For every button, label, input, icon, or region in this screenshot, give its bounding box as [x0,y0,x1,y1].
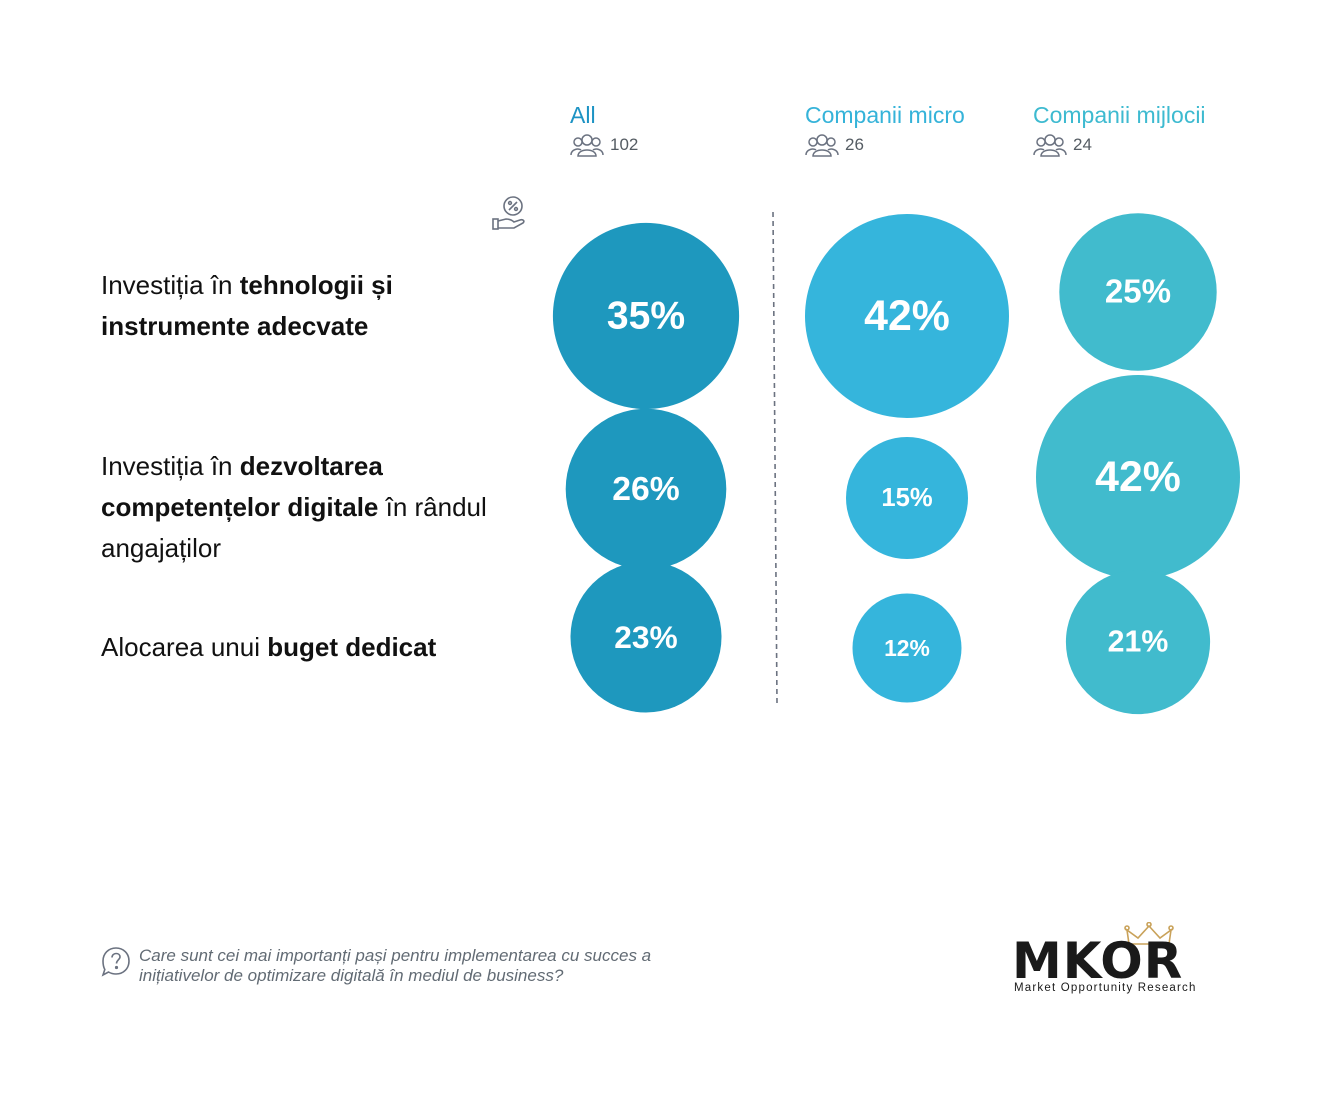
question-bubble-icon [101,947,130,977]
label-part: Investiția în [101,270,240,300]
bubble-all-row2 [565,408,727,570]
bubble-micro-row3 [852,593,962,703]
bubble-chart: 35% 26% 23% 42% 15% 12% 25% 42% 21% [552,211,1240,715]
label-part: Investiția în [101,451,240,481]
bubble-mijlocii-row3 [1065,569,1211,715]
column-count: 26 [805,132,965,158]
mkor-logo: MKOR Market Opportunity Research [1012,922,1212,1002]
label-bold-part: buget dedicat [267,632,437,662]
column-count: 102 [570,132,638,158]
group-divider [772,211,778,704]
column-title: All [570,102,596,128]
percent-hand-icon [492,196,525,230]
logo-tagline: Market Opportunity Research [1014,982,1197,994]
bubble-value-label: 42% [864,292,950,340]
bubble-value-label: 23% [614,619,677,655]
people-icon [570,134,604,157]
column-title: Companii mijlocii [1033,102,1206,128]
bubble-value-label: 25% [1105,274,1171,311]
respondent-count: 24 [1073,135,1092,154]
row-label-competente: Investiția în dezvoltarea competențelor … [101,446,541,569]
label-part: în rândul angajaților [101,492,487,563]
column-count: 24 [1033,132,1206,158]
bubble-value-label: 15% [881,484,932,512]
bubble-micro-row1 [805,214,1009,418]
bubble-mijlocii-row2 [1036,375,1240,579]
bubble-micro-row2 [846,437,968,559]
column-header-all: All 102 [570,100,638,158]
bubble-all-row1 [552,222,740,410]
label-bold-part: dezvoltarea competențelor digitale [101,451,383,522]
respondent-count: 26 [845,135,864,154]
row-label-buget: Alocarea unui buget dedicat [101,627,521,668]
people-icon [1033,134,1067,157]
row-label-tehnologii: Investiția în tehnologii și instrumente … [101,265,501,347]
column-title: Companii micro [805,102,965,128]
logo-wordmark: MKOR [1012,932,1184,990]
bubble-value-label: 21% [1108,626,1169,659]
bubble-value-label: 42% [1095,453,1181,501]
respondent-count: 102 [610,135,639,154]
bubble-value-label: 12% [884,635,930,661]
column-header-micro: Companii micro 26 [805,100,965,158]
question-text: Care sunt cei mai importanți pași pentru… [139,946,652,985]
label-part: Alocarea unui [101,632,268,662]
crown-icon [1124,922,1174,945]
survey-question: Care sunt cei mai importanți pași pentru… [101,946,709,986]
bubble-all-row3 [570,561,722,713]
bubble-value-label: 35% [607,295,685,338]
column-header-mijlocii: Companii mijlocii 24 [1033,100,1206,158]
bubble-value-label: 26% [612,470,679,508]
bubble-mijlocii-row1 [1059,213,1217,371]
people-icon [805,134,839,157]
label-bold-part: tehnologii și instrumente adecvate [101,270,393,341]
